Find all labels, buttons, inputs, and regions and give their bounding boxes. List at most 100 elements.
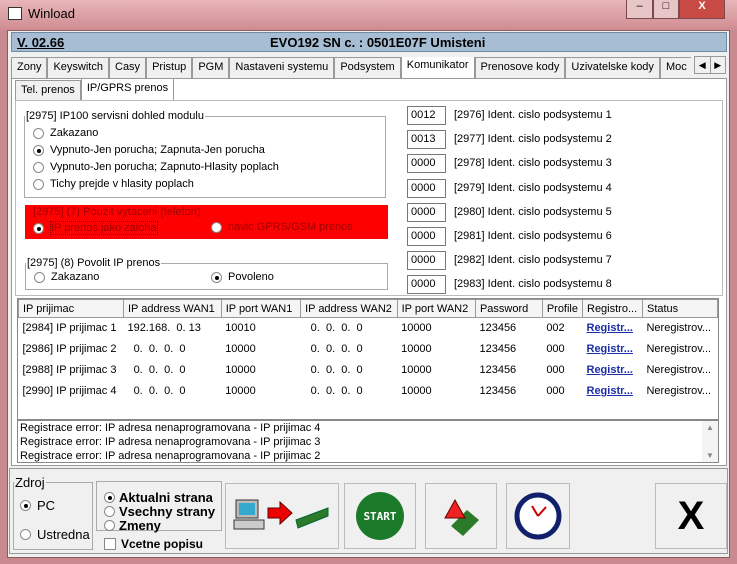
- table-row[interactable]: [2990] IP prijimac 4 0. 0. 0. 0 10000 0. …: [19, 381, 718, 402]
- radio-label[interactable]: Vypnuto-Jen porucha; Zapnuta-Jen porucha: [50, 144, 265, 156]
- radio-dohled-option[interactable]: [33, 127, 44, 139]
- table-cell: 002: [546, 322, 565, 335]
- main-tabs: Zony Keyswitch Casy Pristup PGM Nastaveni sys…: [11, 57, 691, 78]
- radio-povoleno[interactable]: [211, 271, 222, 283]
- group-zdroj: Zdroj: [13, 475, 93, 550]
- clock-icon: [514, 492, 562, 540]
- table-cell: 0. 0. 0. 0: [304, 343, 363, 355]
- radio-pc[interactable]: [20, 500, 31, 511]
- radio-ustredna[interactable]: [20, 529, 31, 540]
- radio-label[interactable]: PC: [37, 498, 56, 513]
- table-cell: 0. 0. 0. 0: [304, 385, 363, 397]
- tab-uzivatelske-kody[interactable]: Uzivatelske kody: [565, 57, 660, 78]
- radio-label[interactable]: Zmeny: [119, 518, 161, 533]
- scroll-left-icon[interactable]: ◀: [695, 57, 711, 73]
- ident-input[interactable]: 0000: [407, 275, 446, 295]
- table-cell: 0. 0. 0. 0: [127, 385, 186, 397]
- radio-gprs-gsm[interactable]: [211, 221, 222, 233]
- table-row[interactable]: [2988] IP prijimac 3 0. 0. 0. 0 10000 0. …: [19, 360, 718, 381]
- radio-label[interactable]: navic GPRS/GSM prenos: [228, 221, 353, 233]
- ident-input[interactable]: 0012: [407, 106, 446, 125]
- radio-dohled-option[interactable]: [33, 178, 44, 190]
- register-link[interactable]: Registr...: [586, 343, 633, 355]
- ident-input[interactable]: 0000: [407, 227, 446, 246]
- column-header[interactable]: IP port WAN2: [396, 299, 476, 318]
- ident-input[interactable]: 0000: [407, 251, 446, 271]
- radio-vsechny-strany[interactable]: [104, 506, 115, 517]
- radio-label[interactable]: Povoleno: [228, 271, 274, 283]
- maximize-button[interactable]: □: [653, 0, 679, 19]
- column-header[interactable]: Password: [474, 299, 543, 318]
- table-cell: 000: [546, 385, 565, 397]
- tab-moc[interactable]: Moc: [659, 57, 691, 78]
- register-link[interactable]: Registr...: [586, 322, 633, 335]
- window-title: Winload: [28, 6, 75, 21]
- table-row[interactable]: [2986] IP prijimac 2 0. 0. 0. 0 10000 0. …: [19, 339, 718, 360]
- table-cell: 0. 0. 0. 0: [304, 322, 363, 335]
- table-cell: 123456: [479, 322, 517, 335]
- close-window-button[interactable]: X: [679, 0, 725, 19]
- column-header[interactable]: Registro...: [582, 299, 643, 318]
- tab-pristup[interactable]: Pristup: [146, 57, 193, 78]
- tab-nastaveni-systemu[interactable]: Nastaveni systemu: [229, 57, 335, 78]
- ident-input[interactable]: 0000: [407, 178, 446, 198]
- radio-dohled-option[interactable]: [33, 144, 44, 156]
- start-button[interactable]: START: [344, 483, 416, 549]
- clock-button[interactable]: [506, 483, 570, 549]
- radio-label[interactable]: Zakazano: [51, 271, 100, 283]
- radio-aktualni-strana[interactable]: [104, 492, 115, 503]
- group-legend: [2975] (8) Povolit IP prenos: [27, 257, 161, 269]
- radio-label[interactable]: Ustredna: [37, 527, 90, 542]
- upload-button[interactable]: [425, 483, 497, 549]
- register-link[interactable]: Registr...: [586, 364, 633, 376]
- scroll-right-icon[interactable]: ▶: [714, 60, 722, 70]
- ident-input[interactable]: 0013: [407, 130, 446, 150]
- minimize-button[interactable]: –: [626, 0, 653, 19]
- radio-label[interactable]: Tichy prejde v hlasity poplach: [50, 178, 194, 190]
- tab-pgm[interactable]: PGM: [192, 57, 230, 78]
- tab-zony[interactable]: Zony: [11, 57, 48, 78]
- sub-tabs: Tel. prenos IP/GPRS prenos: [15, 78, 175, 101]
- tab-keyswitch[interactable]: Keyswitch: [47, 57, 109, 78]
- table-row[interactable]: [2984] IP prijimac 1 192.168. 0. 13 10010 …: [19, 318, 718, 339]
- group-legend: Zdroj: [15, 475, 45, 490]
- column-header[interactable]: IP address WAN1: [122, 299, 222, 318]
- radio-label[interactable]: IP prenos jako zaloha: [50, 221, 158, 235]
- radio-zakazano[interactable]: [34, 271, 45, 283]
- radio-label[interactable]: Aktualni strana: [119, 490, 213, 505]
- column-header[interactable]: Profile: [541, 299, 584, 318]
- radio-label[interactable]: Zakazano: [50, 127, 99, 139]
- table-cell: 10000: [401, 322, 432, 335]
- subtab-ip-gprs-prenos[interactable]: IP/GPRS prenos: [80, 78, 175, 101]
- tab-komunikator[interactable]: Komunikator: [400, 57, 475, 78]
- table-cell: Neregistrov...: [646, 364, 712, 376]
- column-header[interactable]: Status: [641, 299, 718, 318]
- ident-input[interactable]: 0000: [407, 202, 446, 222]
- register-link[interactable]: Registr...: [586, 385, 633, 397]
- column-header[interactable]: IP port WAN1: [220, 299, 302, 318]
- table-cell: 10000: [401, 343, 432, 355]
- table-cell: 192.168. 0. 13: [127, 322, 201, 335]
- device-info: EVO192 SN c. : 0501E07F Umisteni: [270, 35, 486, 50]
- tab-prenosove-kody[interactable]: Prenosove kody: [474, 57, 566, 78]
- checkbox-label[interactable]: Vcetne popisu: [121, 537, 204, 551]
- group-servisni-dohled: [2975] IP100 servisni dohled modulu: [24, 110, 386, 198]
- radio-ip-zaloha[interactable]: [33, 222, 44, 234]
- log-entry: Registrace error: IP adresa nenaprogramo…: [20, 422, 321, 434]
- tab-casy[interactable]: Casy: [109, 57, 147, 78]
- radio-label[interactable]: Vsechny strany: [119, 504, 216, 519]
- start-icon: START: [356, 492, 404, 540]
- radio-dohled-option[interactable]: [33, 161, 44, 173]
- ident-input[interactable]: 0000: [407, 154, 446, 174]
- radio-zmeny[interactable]: [104, 520, 115, 531]
- tab-podsystem[interactable]: Podsystem: [334, 57, 401, 78]
- subtab-tel-prenos[interactable]: Tel. prenos: [15, 80, 81, 101]
- radio-label[interactable]: Vypnuto-Jen porucha; Zapnuto-Hlasity pop…: [50, 161, 279, 173]
- checkbox-vcetne-popisu[interactable]: [104, 538, 116, 550]
- column-header[interactable]: IP address WAN2: [300, 299, 398, 318]
- close-button[interactable]: X: [655, 483, 727, 549]
- column-header[interactable]: IP prijimac: [18, 299, 124, 318]
- send-to-panel-button[interactable]: [225, 483, 339, 549]
- table-cell: 10000: [225, 343, 256, 355]
- log-scrollbar[interactable]: ▲ ▼: [702, 421, 718, 462]
